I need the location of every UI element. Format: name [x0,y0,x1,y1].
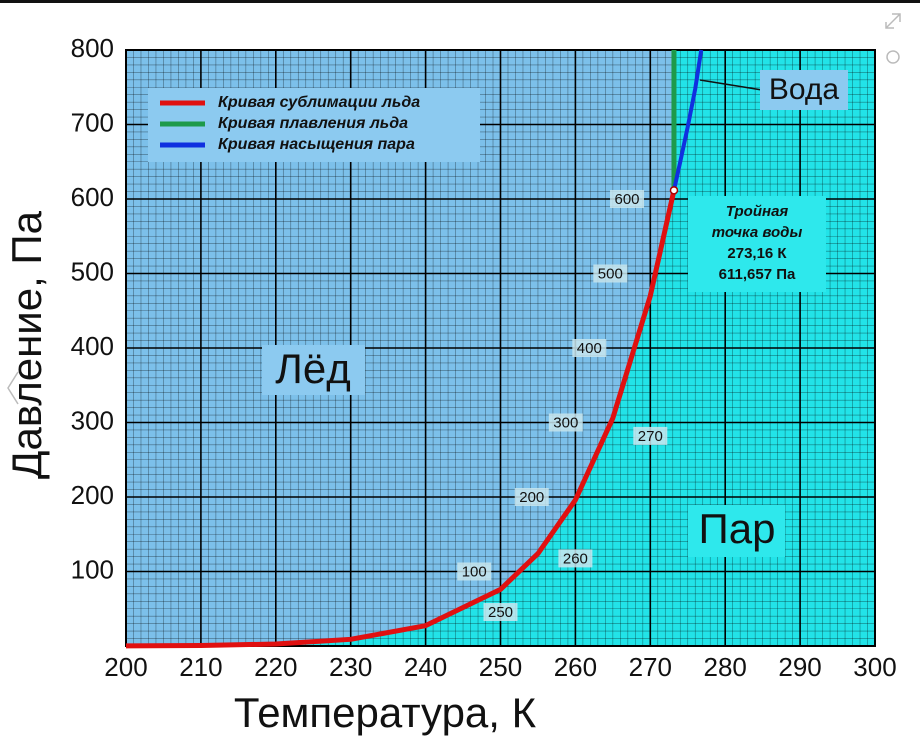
curve-label-bg [457,562,492,581]
curve-label: 270 [638,428,663,445]
curve-label-bg [593,264,628,283]
curve-label-bg [558,549,593,568]
x-tick-label: 210 [179,652,222,682]
x-tick-label: 220 [254,652,297,682]
top-bar [0,0,920,3]
plot-frame [125,49,876,647]
x-tick-label: 280 [704,652,747,682]
expand-icon[interactable] [885,13,901,29]
curve-label: 300 [553,414,578,431]
y-tick-label: 500 [71,256,114,286]
curve-label-bg [610,190,645,208]
y-tick-label: 800 [71,33,114,63]
curve-label: 200 [519,489,544,506]
back-arrow[interactable] [7,371,19,405]
y-tick-label: 100 [71,554,114,584]
legend-label: Кривая сублимации льда [218,94,420,111]
y-axis-label: Давление, Па [3,210,50,479]
curve-label: 100 [462,563,487,580]
water-label: Вода [769,73,840,106]
y-tick-label: 300 [71,405,114,435]
window-icons[interactable] [7,13,901,405]
x-tick-label: 270 [629,652,672,682]
water-label-bg [760,70,848,110]
curve-label: 260 [563,550,588,567]
curve-label: 500 [598,265,623,282]
curve-label-bg [514,488,549,506]
legend-label: Кривая плавления льда [218,115,408,132]
x-tick-label: 230 [329,652,372,682]
triple-point-text: Тройная [726,203,789,220]
legend: Кривая сублимации льда Кривая плавления л… [148,88,480,162]
settings-icon[interactable] [886,50,900,64]
curve-label-bg [548,413,583,432]
legend-label: Кривая насыщения пара [218,136,415,153]
y-tick-label: 700 [71,107,114,137]
curve-label: 400 [577,340,602,357]
curve-label-bg [483,603,518,622]
ice-label: Лёд [275,345,350,392]
triple-point-text: точка воды [712,224,803,241]
x-tick-label: 200 [104,652,147,682]
x-tick-label: 240 [404,652,447,682]
triple-point-text: 273,16 К [727,245,787,262]
curve-label-bg [633,426,668,445]
y-tick-label: 400 [71,331,114,361]
x-tick-label: 300 [853,652,896,682]
curve-label: 600 [615,191,640,208]
triple-point-box [688,196,826,292]
vapor-label-bg [688,505,785,557]
triple-point [669,186,679,195]
x-tick-label: 250 [479,652,522,682]
series-line [672,49,704,191]
ice-label-bg [262,345,365,395]
series-line [125,189,677,649]
y-tick-label: 600 [71,182,114,212]
vapor-label: Пар [699,505,776,552]
x-axis-label: Температура, К [234,689,537,736]
curve-label-bg [572,339,607,357]
curve-label: 250 [488,604,513,621]
triple-point-text: 611,657 Па [719,266,796,283]
y-tick-label: 200 [71,480,114,510]
x-tick-label: 260 [554,652,597,682]
x-tick-label: 290 [778,652,821,682]
water-leader [699,79,763,91]
